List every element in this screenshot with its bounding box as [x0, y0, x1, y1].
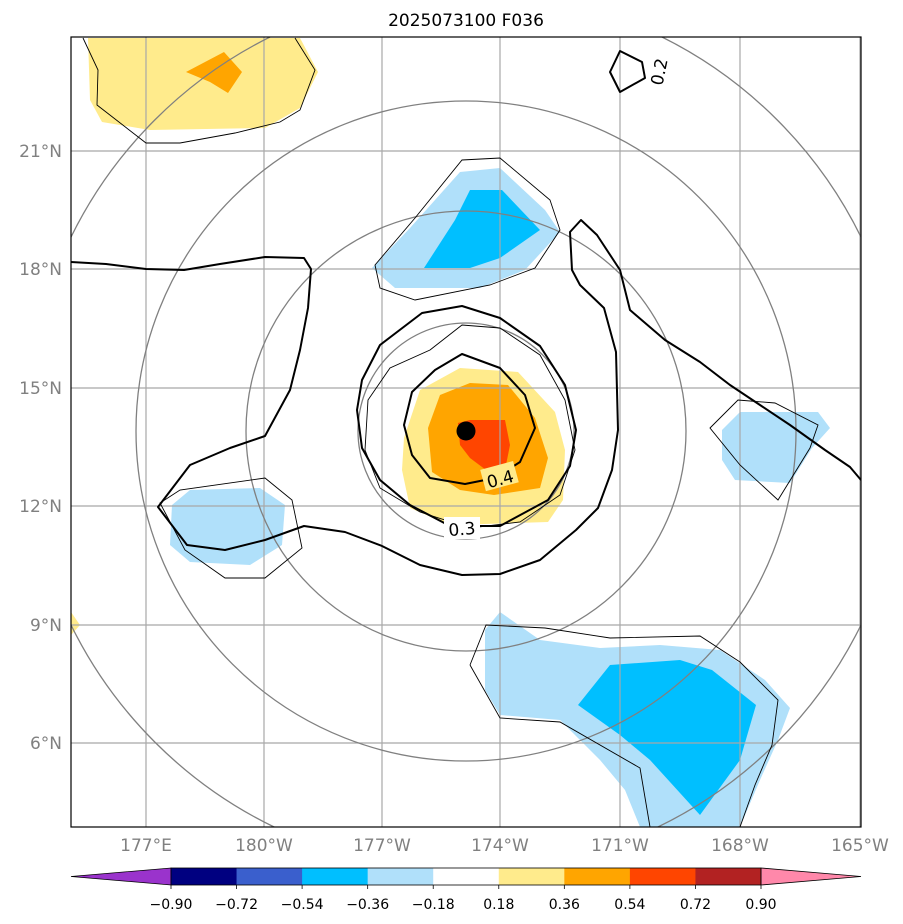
range-rings [71, 37, 861, 827]
contour-label-bg-0.3 [444, 517, 480, 539]
shaded-anomalies [71, 38, 830, 827]
x-tick-label: 168°W [711, 836, 769, 856]
y-tick-label: 18°N [19, 260, 62, 280]
fill-positive-nw-core [186, 52, 242, 93]
outline-nw [82, 37, 316, 144]
x-axis: 177°E 180°W 177°W 174°W 171°W 168°W 165°W [120, 836, 889, 856]
outline-east [709, 399, 819, 501]
x-tick-label: 180°W [235, 836, 293, 856]
outline-west [159, 477, 303, 579]
y-axis: 21°N 18°N 15°N 12°N 9°N 6°N [19, 142, 62, 754]
colorbar-extend-high [760, 867, 862, 886]
colorbar-tick-label: −0.72 [215, 897, 258, 913]
x-tick-label: 165°W [831, 836, 889, 856]
ring-3 [135, 100, 797, 762]
contour-0.3 [356, 305, 577, 527]
colorbar-swatch [171, 868, 237, 885]
outline-south [469, 624, 779, 827]
y-tick-label: 9°N [30, 616, 62, 636]
colorbar-tick-label: 0.36 [549, 897, 580, 913]
y-tick-label: 12°N [19, 497, 62, 517]
fill-negative-north-core [424, 190, 540, 268]
contour-0.2-small [609, 50, 646, 93]
x-tick-label: 177°E [120, 836, 172, 856]
colorbar-swatch [367, 868, 434, 885]
line-contours [71, 50, 861, 576]
fill-negative-east [722, 412, 830, 483]
colorbar-swatch [498, 868, 565, 885]
colorbar-frame [170, 867, 762, 886]
x-tick-label: 171°W [591, 836, 649, 856]
colorbar-tick-label: 0.72 [680, 897, 711, 913]
y-tick-label: 15°N [19, 379, 62, 399]
outline-center-1 [364, 324, 576, 529]
chart-title: 2025073100 F036 [388, 11, 544, 31]
storm-center-marker [456, 421, 476, 441]
colorbar-tick-label: −0.90 [150, 897, 193, 913]
contour-0.4 [403, 353, 536, 485]
colorbar-swatch [433, 868, 500, 885]
contour-0.2-main [71, 219, 861, 576]
plot-frame [70, 36, 862, 828]
colorbar-tick-label: 0.90 [745, 897, 776, 913]
fill-negative-south-core [578, 660, 756, 815]
x-tick-label: 177°W [353, 836, 411, 856]
gridlines [71, 37, 861, 827]
contour-label-0.3: 0.3 [448, 519, 477, 541]
colorbar-swatch [302, 868, 369, 885]
colorbar-tick-label: −0.36 [346, 897, 389, 913]
colorbar: −0.90 −0.72 −0.54 −0.36 −0.18 0.18 0.36 0.54 0.7… [70, 867, 862, 913]
outline-south-b [469, 664, 651, 827]
outline-north [374, 157, 561, 301]
colorbar-tick-label: 0.18 [483, 897, 514, 913]
colorbar-tick-label: −0.18 [412, 897, 455, 913]
colorbar-extend-low [70, 867, 172, 886]
fill-positive-nw [88, 38, 318, 130]
colorbar-tick-label: 0.54 [614, 897, 645, 913]
colorbar-swatch [629, 868, 696, 885]
contour-label-bg-0.4 [480, 461, 519, 492]
colorbar-swatch [564, 868, 631, 885]
plot-area: 0.4 0.3 0.2 [71, 37, 861, 827]
colorbar-tick-label: −0.54 [281, 897, 324, 913]
colorbar-swatch [695, 868, 762, 885]
y-tick-label: 21°N [19, 142, 62, 162]
shaded-outlines [82, 37, 819, 827]
colorbar-swatch [236, 868, 303, 885]
ring-2 [245, 210, 687, 652]
y-tick-label: 6°N [30, 734, 62, 754]
x-tick-label: 174°W [471, 836, 529, 856]
